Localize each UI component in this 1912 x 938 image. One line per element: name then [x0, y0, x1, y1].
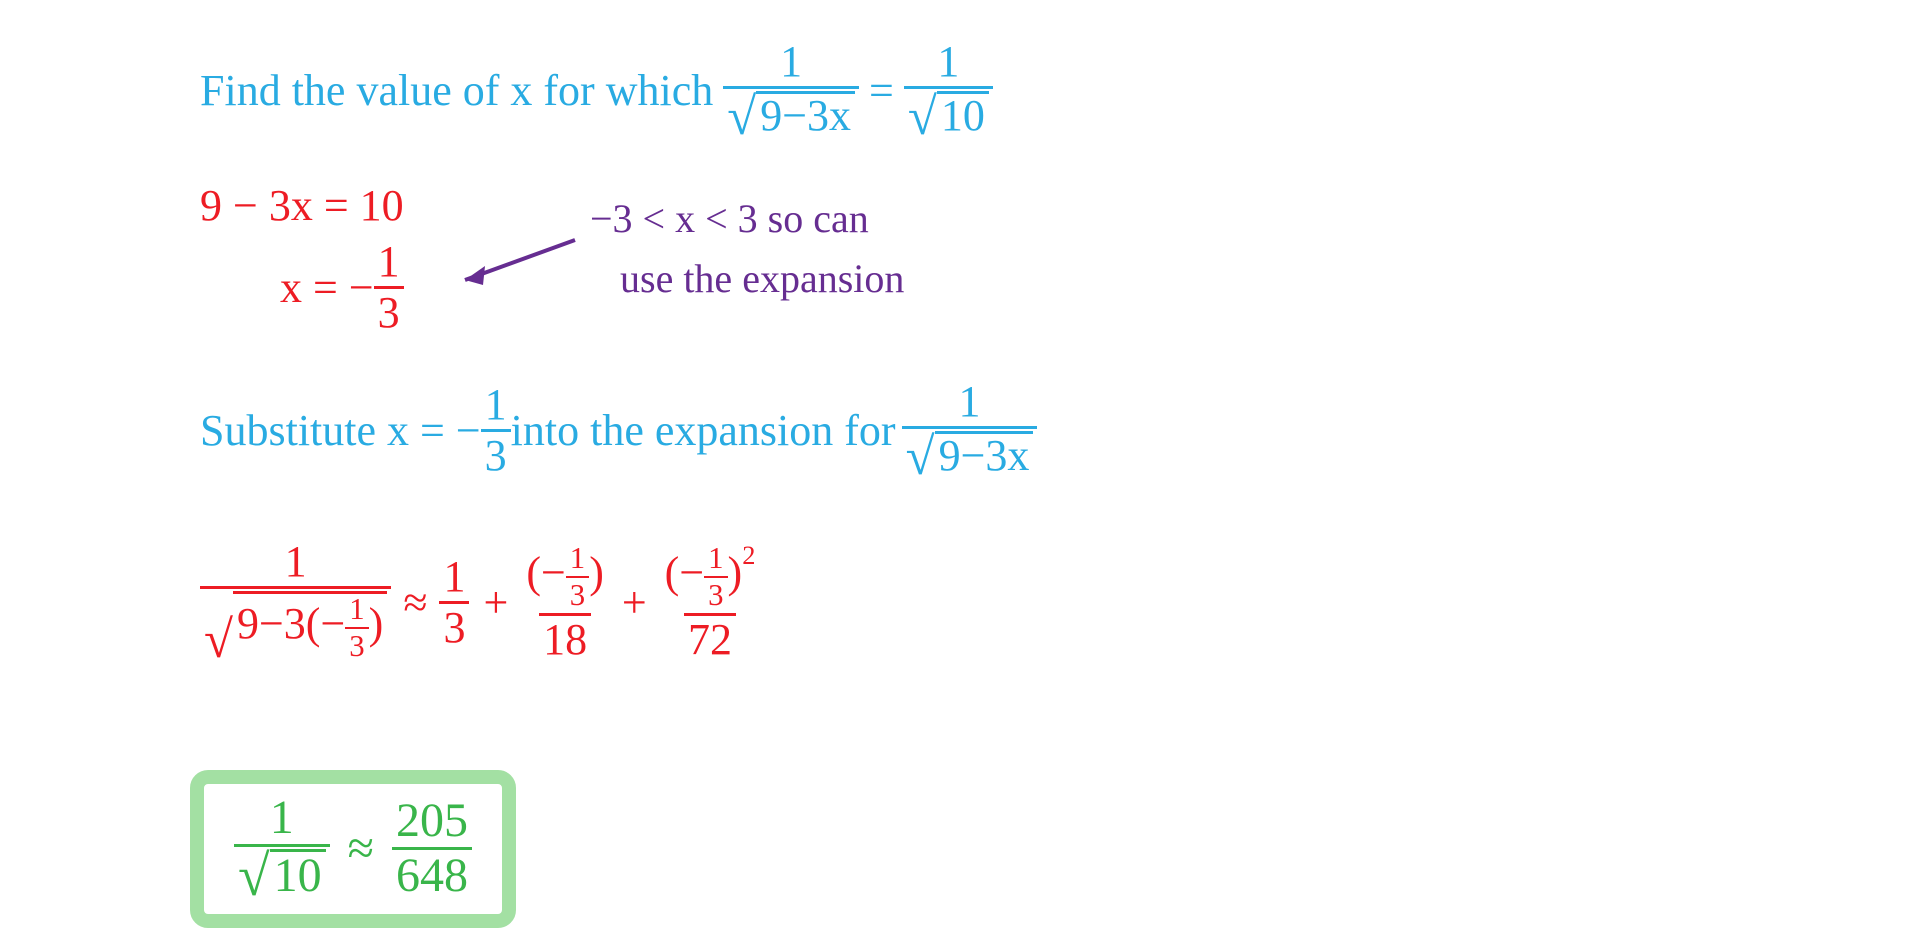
paren-b: ) [728, 548, 743, 597]
inner-frac: 1 3 [345, 594, 368, 662]
eq-text: 9 − 3x = 10 [200, 180, 404, 231]
radical: √ [906, 436, 935, 478]
expansion-expr: 1 √ 9−3x [902, 380, 1038, 482]
den: 3 [566, 576, 589, 611]
problem-statement: Find the value of x for which 1 √ 9−3x =… [200, 40, 1003, 142]
frac-lhs: 1 √ 9−3x [723, 40, 859, 142]
ans-rhs: 205 648 [392, 797, 472, 900]
num: 1 [281, 540, 311, 586]
num: 1 [954, 380, 984, 426]
num: 1 [704, 543, 727, 576]
num: 205 [392, 797, 472, 847]
paren-a: (− [526, 548, 565, 597]
sqrt: √ 10 [238, 849, 326, 900]
frac-rhs: 1 √ 10 [904, 40, 993, 142]
den: 3 [704, 576, 727, 611]
den: √ 10 [234, 844, 330, 904]
sqrt: √ 9−3x [906, 431, 1034, 478]
paren-a: (− [665, 548, 704, 597]
annotation-arrow [445, 230, 585, 300]
frac-rhs-den: √ 10 [904, 86, 993, 142]
equals-sign: = [869, 65, 894, 116]
validity-note-2: use the expansion [620, 255, 904, 302]
den: √ 9−3x [902, 426, 1038, 482]
note-l2: use the expansion [620, 255, 904, 302]
frac-rhs-num: 1 [933, 40, 963, 86]
num: 1 [345, 594, 368, 627]
inner-frac: 1 3 [566, 543, 589, 611]
answer-box: 1 √ 10 ≈ 205 648 [190, 770, 516, 928]
term3: (− 1 3 )2 72 [661, 543, 760, 662]
radicand: 10 [937, 91, 989, 138]
num: (− 1 3 ) [522, 543, 608, 613]
den: 18 [539, 613, 591, 662]
sub-pre: Substitute x = − [200, 405, 481, 456]
sqrt: √ 9−3(− 1 3 ) [204, 591, 387, 662]
den: √ 9−3(− 1 3 ) [200, 586, 391, 665]
sqrt-lhs: √ 9−3x [727, 91, 855, 138]
term1: 1 3 [439, 555, 469, 650]
paren-b: ) [589, 548, 604, 597]
lhs-frac: 1 √ 9−3(− 1 3 ) [200, 540, 391, 665]
radical: √ [204, 619, 233, 661]
radicand: 10 [270, 849, 326, 900]
sub-mid: into the expansion for [511, 405, 896, 456]
x-equals: x = − [280, 262, 374, 313]
num: (− 1 3 )2 [661, 543, 760, 613]
note-l1: −3 < x < 3 so can [590, 195, 869, 242]
radicand: 9−3x [935, 431, 1034, 478]
ans-lhs: 1 √ 10 [234, 794, 330, 904]
substitute-instruction: Substitute x = − 1 3 into the expansion … [200, 380, 1037, 482]
validity-note-1: −3 < x < 3 so can [590, 195, 869, 242]
one-third: 1 3 [374, 240, 404, 335]
rad-a: 9−3(− [237, 599, 345, 648]
one-third-sub: 1 3 [481, 383, 511, 478]
frac-lhs-num: 1 [776, 40, 806, 86]
num: 1 [439, 555, 469, 601]
plus1: + [483, 577, 508, 628]
den: 3 [439, 601, 469, 650]
den: 3 [481, 429, 511, 478]
inner-frac: 1 3 [704, 543, 727, 611]
frac-lhs-den: √ 9−3x [723, 86, 859, 142]
approx: ≈ [403, 577, 427, 628]
sqrt-rhs: √ 10 [908, 91, 989, 138]
num: 1 [266, 794, 298, 844]
radical: √ [238, 854, 270, 900]
radicand: 9−3(− 1 3 ) [233, 591, 387, 662]
expansion-line: 1 √ 9−3(− 1 3 ) ≈ 1 3 + (− 1 3 ) 18 [200, 540, 759, 665]
den: 3 [345, 627, 368, 662]
plus2: + [622, 577, 647, 628]
problem-prefix: Find the value of x for which [200, 65, 713, 116]
rad-b: ) [369, 599, 384, 648]
num: 1 [566, 543, 589, 576]
radicand: 9−3x [756, 91, 855, 138]
exponent: 2 [742, 540, 755, 570]
den: 3 [374, 286, 404, 335]
term2: (− 1 3 ) 18 [522, 543, 608, 662]
solve-step-2: x = − 1 3 [280, 240, 404, 335]
radical: √ [727, 96, 756, 138]
radical: √ [908, 96, 937, 138]
num: 1 [481, 383, 511, 429]
num: 1 [374, 240, 404, 286]
den: 72 [684, 613, 736, 662]
den: 648 [392, 847, 472, 900]
approx: ≈ [348, 821, 374, 876]
solve-step-1: 9 − 3x = 10 [200, 180, 404, 231]
